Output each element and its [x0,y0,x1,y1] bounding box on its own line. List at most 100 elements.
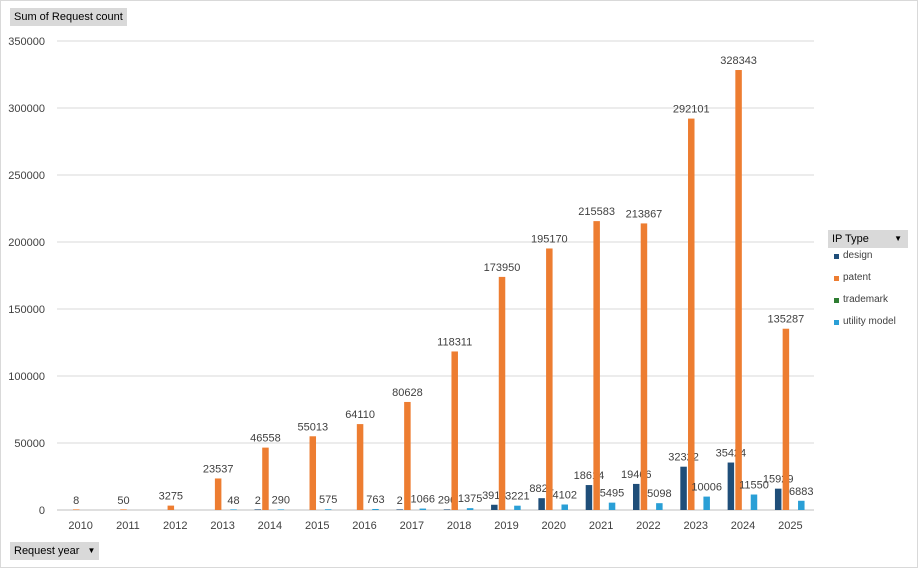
bar-utility-model [278,509,285,510]
bar-design [396,509,403,510]
bar-utility-model [467,508,474,510]
legend-item-utility-model: utility model [828,314,908,336]
bar-design [444,509,451,510]
data-label-patent: 3275 [159,491,183,503]
bar-utility-model [372,509,379,510]
legend-label: design [843,248,872,264]
bar-patent [546,248,553,510]
x-tick-label: 2019 [494,520,518,532]
bar-patent [73,509,80,510]
bar-utility-model [230,509,237,510]
bar-patent [357,424,364,510]
legend-item-patent: patent [828,270,908,292]
data-label-patent: 328343 [720,55,757,67]
data-label-utility-model: 763 [366,494,384,506]
legend-swatch [834,276,839,281]
x-tick-label: 2021 [589,520,613,532]
bar-utility-model [703,497,710,510]
legend-swatch [834,254,839,259]
bar-patent [168,506,175,510]
y-tick-label: 200000 [8,237,45,249]
legend: IP Type ▼ design patent trademark utility m… [828,230,908,336]
y-tick-label: 350000 [8,36,45,48]
bar-utility-model [751,495,758,510]
x-tick-label: 2017 [400,520,424,532]
y-tick-label: 300000 [8,103,45,115]
data-label-patent: 292101 [673,104,710,116]
bar-patent [593,221,600,510]
bar-design [680,467,687,510]
bar-patent [783,329,790,510]
bar-utility-model [609,503,616,510]
bar-patent [641,223,648,510]
bar-patent [499,277,506,510]
x-tick-label: 2016 [352,520,376,532]
data-label-utility-model: 5098 [647,488,671,500]
legend-item-design: design [828,248,908,270]
x-tick-label: 2015 [305,520,329,532]
bar-design [255,509,262,510]
data-label-patent: 213867 [626,208,663,220]
data-label-patent: 46558 [250,433,281,445]
x-tick-label: 2025 [778,520,802,532]
data-label-utility-model: 1066 [411,494,435,506]
bar-patent [262,448,269,510]
data-label-patent: 80628 [392,387,423,399]
legend-label: patent [843,270,871,286]
y-tick-label: 100000 [8,371,45,383]
y-tick-label: 150000 [8,304,45,316]
data-label-patent: 8 [73,495,79,507]
data-label-patent: 173950 [484,262,521,274]
bar-patent [310,436,317,510]
data-label-patent: 118311 [437,336,472,348]
dropdown-arrow-icon: ▼ [88,543,96,559]
data-label-patent: 215583 [578,206,615,218]
bar-utility-model [561,505,568,510]
x-tick-label: 2018 [447,520,471,532]
legend-label: trademark [843,292,888,308]
bar-patent [120,509,127,510]
x-tick-label: 2023 [683,520,707,532]
x-tick-label: 2014 [258,520,282,532]
x-tick-label: 2022 [636,520,660,532]
axis-field-label: Request year [14,545,79,557]
bar-utility-model [514,506,521,510]
x-tick-label: 2024 [731,520,755,532]
data-label-design: 2 [397,495,403,507]
data-label-utility-model: 575 [319,494,337,506]
legend-item-trademark: trademark [828,292,908,314]
data-label-patent: 50 [117,495,129,507]
legend-swatch [834,298,839,303]
data-label-utility-model: 3221 [505,491,529,503]
bar-design [538,498,545,510]
bar-patent [735,70,742,510]
bar-utility-model [798,501,805,510]
bar-design [491,505,498,510]
x-tick-label: 2020 [542,520,566,532]
bar-design [728,463,735,510]
legend-swatch [834,320,839,325]
data-label-design: 2 [255,495,261,507]
data-label-patent: 195170 [531,233,568,245]
legend-filter-button[interactable]: IP Type ▼ [828,230,908,248]
data-label-utility-model: 11550 [739,480,769,492]
data-label-utility-model: 10006 [691,482,722,494]
axis-field-button[interactable]: Request year ▼ [10,542,99,560]
data-label-patent: 135287 [768,314,805,326]
dropdown-arrow-icon: ▼ [894,231,902,247]
bar-patent [215,478,222,510]
bar-patent [688,119,695,510]
data-label-utility-model: 4102 [552,490,576,502]
data-label-utility-model: 1375 [458,493,482,505]
bar-utility-model [656,503,663,510]
legend-title: IP Type [832,233,869,245]
x-tick-label: 2013 [210,520,234,532]
data-label-patent: 64110 [345,409,375,421]
y-tick-label: 50000 [14,438,45,450]
x-tick-label: 2012 [163,520,187,532]
data-label-utility-model: 6883 [789,486,813,498]
y-tick-label: 0 [39,505,45,517]
bar-design [586,485,593,510]
y-tick-label: 250000 [8,170,45,182]
